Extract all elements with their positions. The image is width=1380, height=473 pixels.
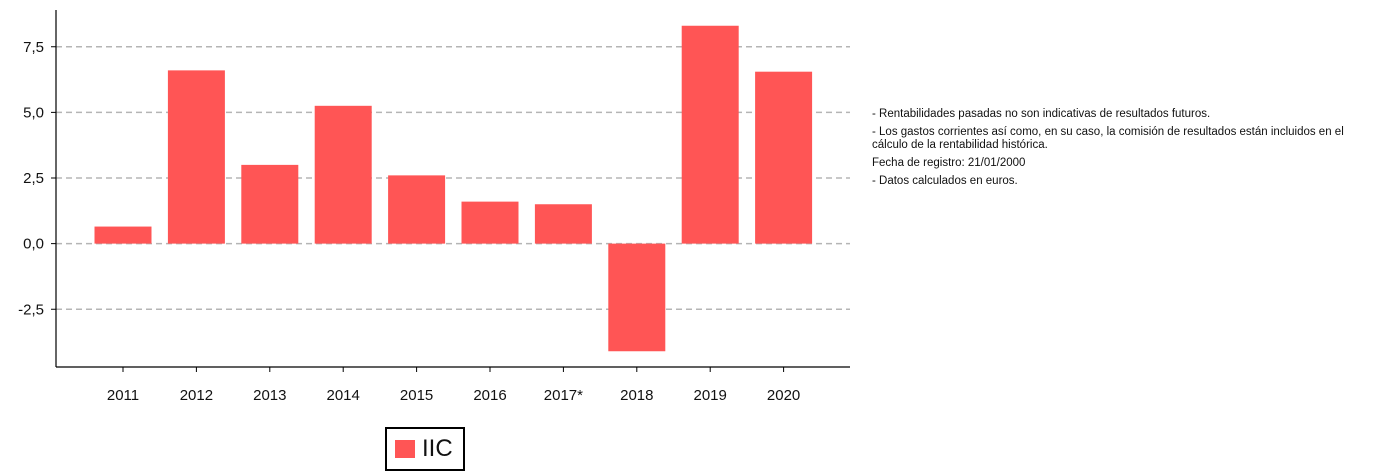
bar-2020	[755, 71, 813, 244]
x-tick-label: 2012	[180, 387, 213, 404]
x-tick-label: 2011	[107, 387, 139, 404]
y-tick-label: 7,5	[23, 39, 44, 56]
legend-label-iic: IIC	[422, 435, 453, 462]
x-tick-label: 2013	[253, 387, 286, 404]
x-tick-label: 2016	[473, 387, 506, 404]
bar-2017	[534, 204, 592, 244]
note-registration-date: Fecha de registro: 21/01/2000	[872, 157, 1026, 169]
bar-2013	[241, 164, 299, 244]
chart-legend: IIC	[385, 427, 465, 471]
note-fees-included: - Los gastos corrientes así como, en su …	[872, 126, 1344, 151]
x-tick-label: 2020	[767, 387, 800, 404]
bar-chart: -2,5 0,0 2,5 5,0 7,5 2011 2012 2013 2014 2015 2016…	[18, 10, 850, 404]
x-tick-label: 2018	[620, 387, 653, 404]
x-tick-label: 2019	[694, 387, 727, 404]
x-tick-label: 2017*	[544, 387, 583, 404]
legend-swatch-iic	[395, 440, 415, 458]
x-tick-label: 2015	[400, 387, 433, 404]
y-tick-label: 2,5	[23, 170, 44, 187]
bar-2012	[167, 70, 225, 244]
x-tick-label: 2014	[327, 387, 360, 404]
bar-2014	[314, 105, 372, 244]
disclaimer-notes: - Rentabilidades pasadas no son indicati…	[872, 108, 1377, 193]
bar-2019	[681, 25, 739, 244]
bar-2015	[388, 175, 446, 244]
y-tick-label: 0,0	[23, 236, 44, 253]
bar-2016	[461, 201, 519, 244]
y-tick-label: 5,0	[23, 104, 44, 121]
note-currency: - Datos calculados en euros.	[872, 175, 1018, 187]
note-past-returns: - Rentabilidades pasadas no son indicati…	[872, 108, 1211, 120]
y-tick-label: -2,5	[18, 301, 44, 318]
bar-2018	[608, 243, 666, 352]
bar-2011	[94, 226, 152, 244]
